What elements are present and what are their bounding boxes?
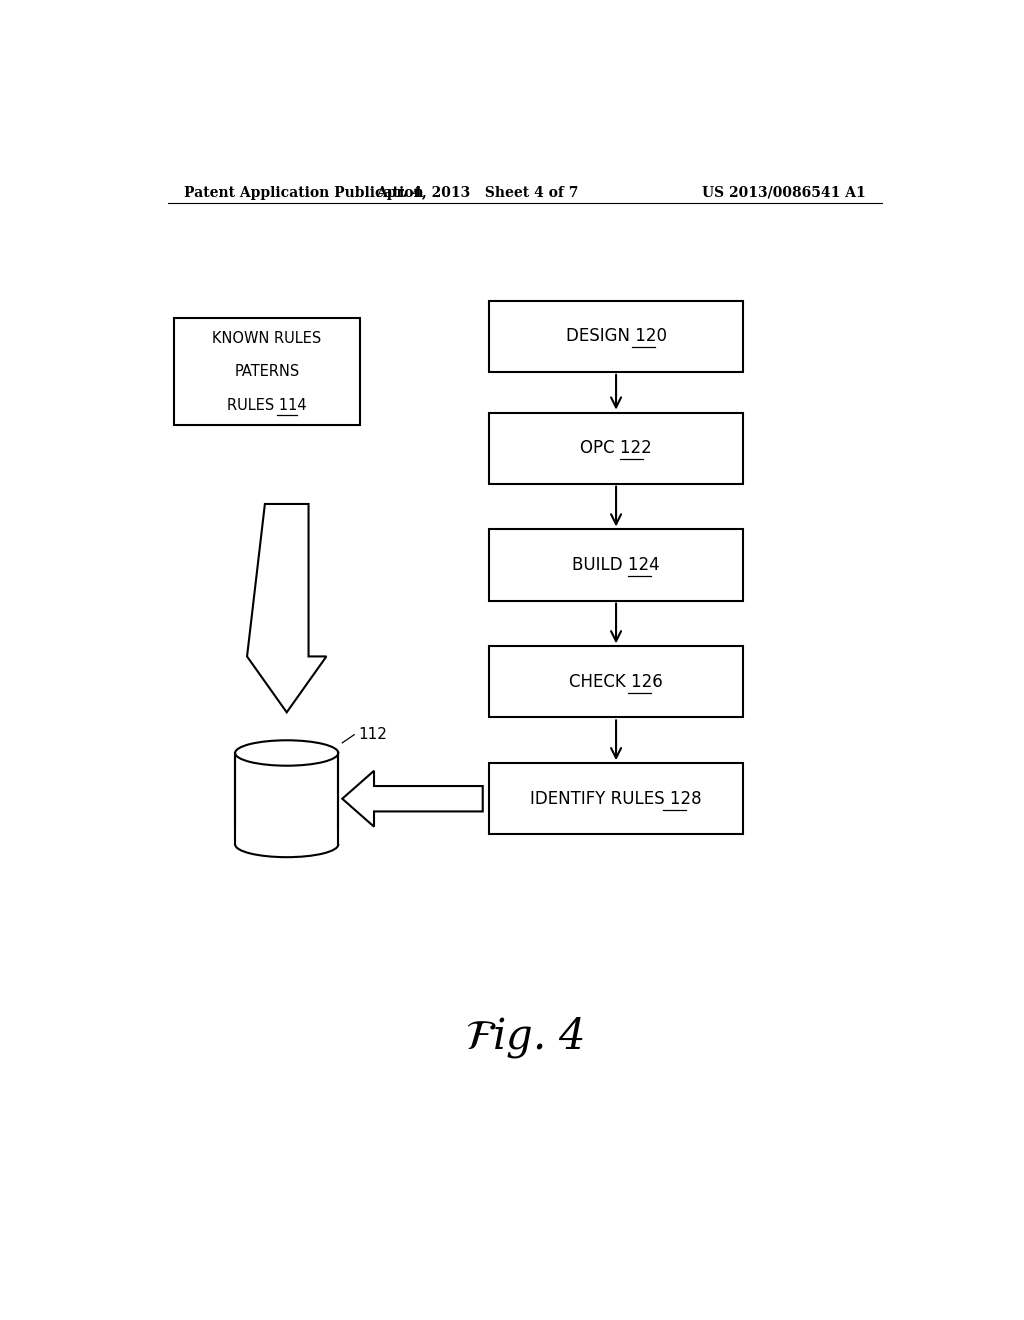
Bar	[489, 413, 743, 483]
Ellipse shape	[236, 832, 338, 857]
Text: IDENTIFY RULES 128: IDENTIFY RULES 128	[530, 789, 701, 808]
Polygon shape	[247, 504, 327, 713]
Text: OPC 122: OPC 122	[581, 440, 652, 457]
Text: Patent Application Publication: Patent Application Publication	[183, 186, 423, 199]
Text: RULES 114: RULES 114	[227, 397, 307, 413]
Bar	[489, 763, 743, 834]
Text: DESIGN 120: DESIGN 120	[565, 327, 667, 346]
Text: BUILD 124: BUILD 124	[572, 556, 659, 574]
Bar	[489, 301, 743, 372]
Bar	[489, 529, 743, 601]
Text: US 2013/0086541 A1: US 2013/0086541 A1	[702, 186, 866, 199]
Ellipse shape	[236, 741, 338, 766]
Polygon shape	[342, 771, 482, 826]
Text: 112: 112	[358, 727, 387, 742]
Bar	[236, 752, 338, 845]
Bar	[174, 318, 360, 425]
Text: $\mathcal{F}$ig. 4: $\mathcal{F}$ig. 4	[465, 1015, 585, 1060]
Text: KNOWN RULES: KNOWN RULES	[212, 331, 322, 346]
Text: PATERNS: PATERNS	[234, 364, 299, 379]
Bar	[489, 647, 743, 718]
Text: Apr. 4, 2013   Sheet 4 of 7: Apr. 4, 2013 Sheet 4 of 7	[376, 186, 579, 199]
Text: CHECK 126: CHECK 126	[569, 673, 663, 690]
Bar	[231, 830, 342, 845]
